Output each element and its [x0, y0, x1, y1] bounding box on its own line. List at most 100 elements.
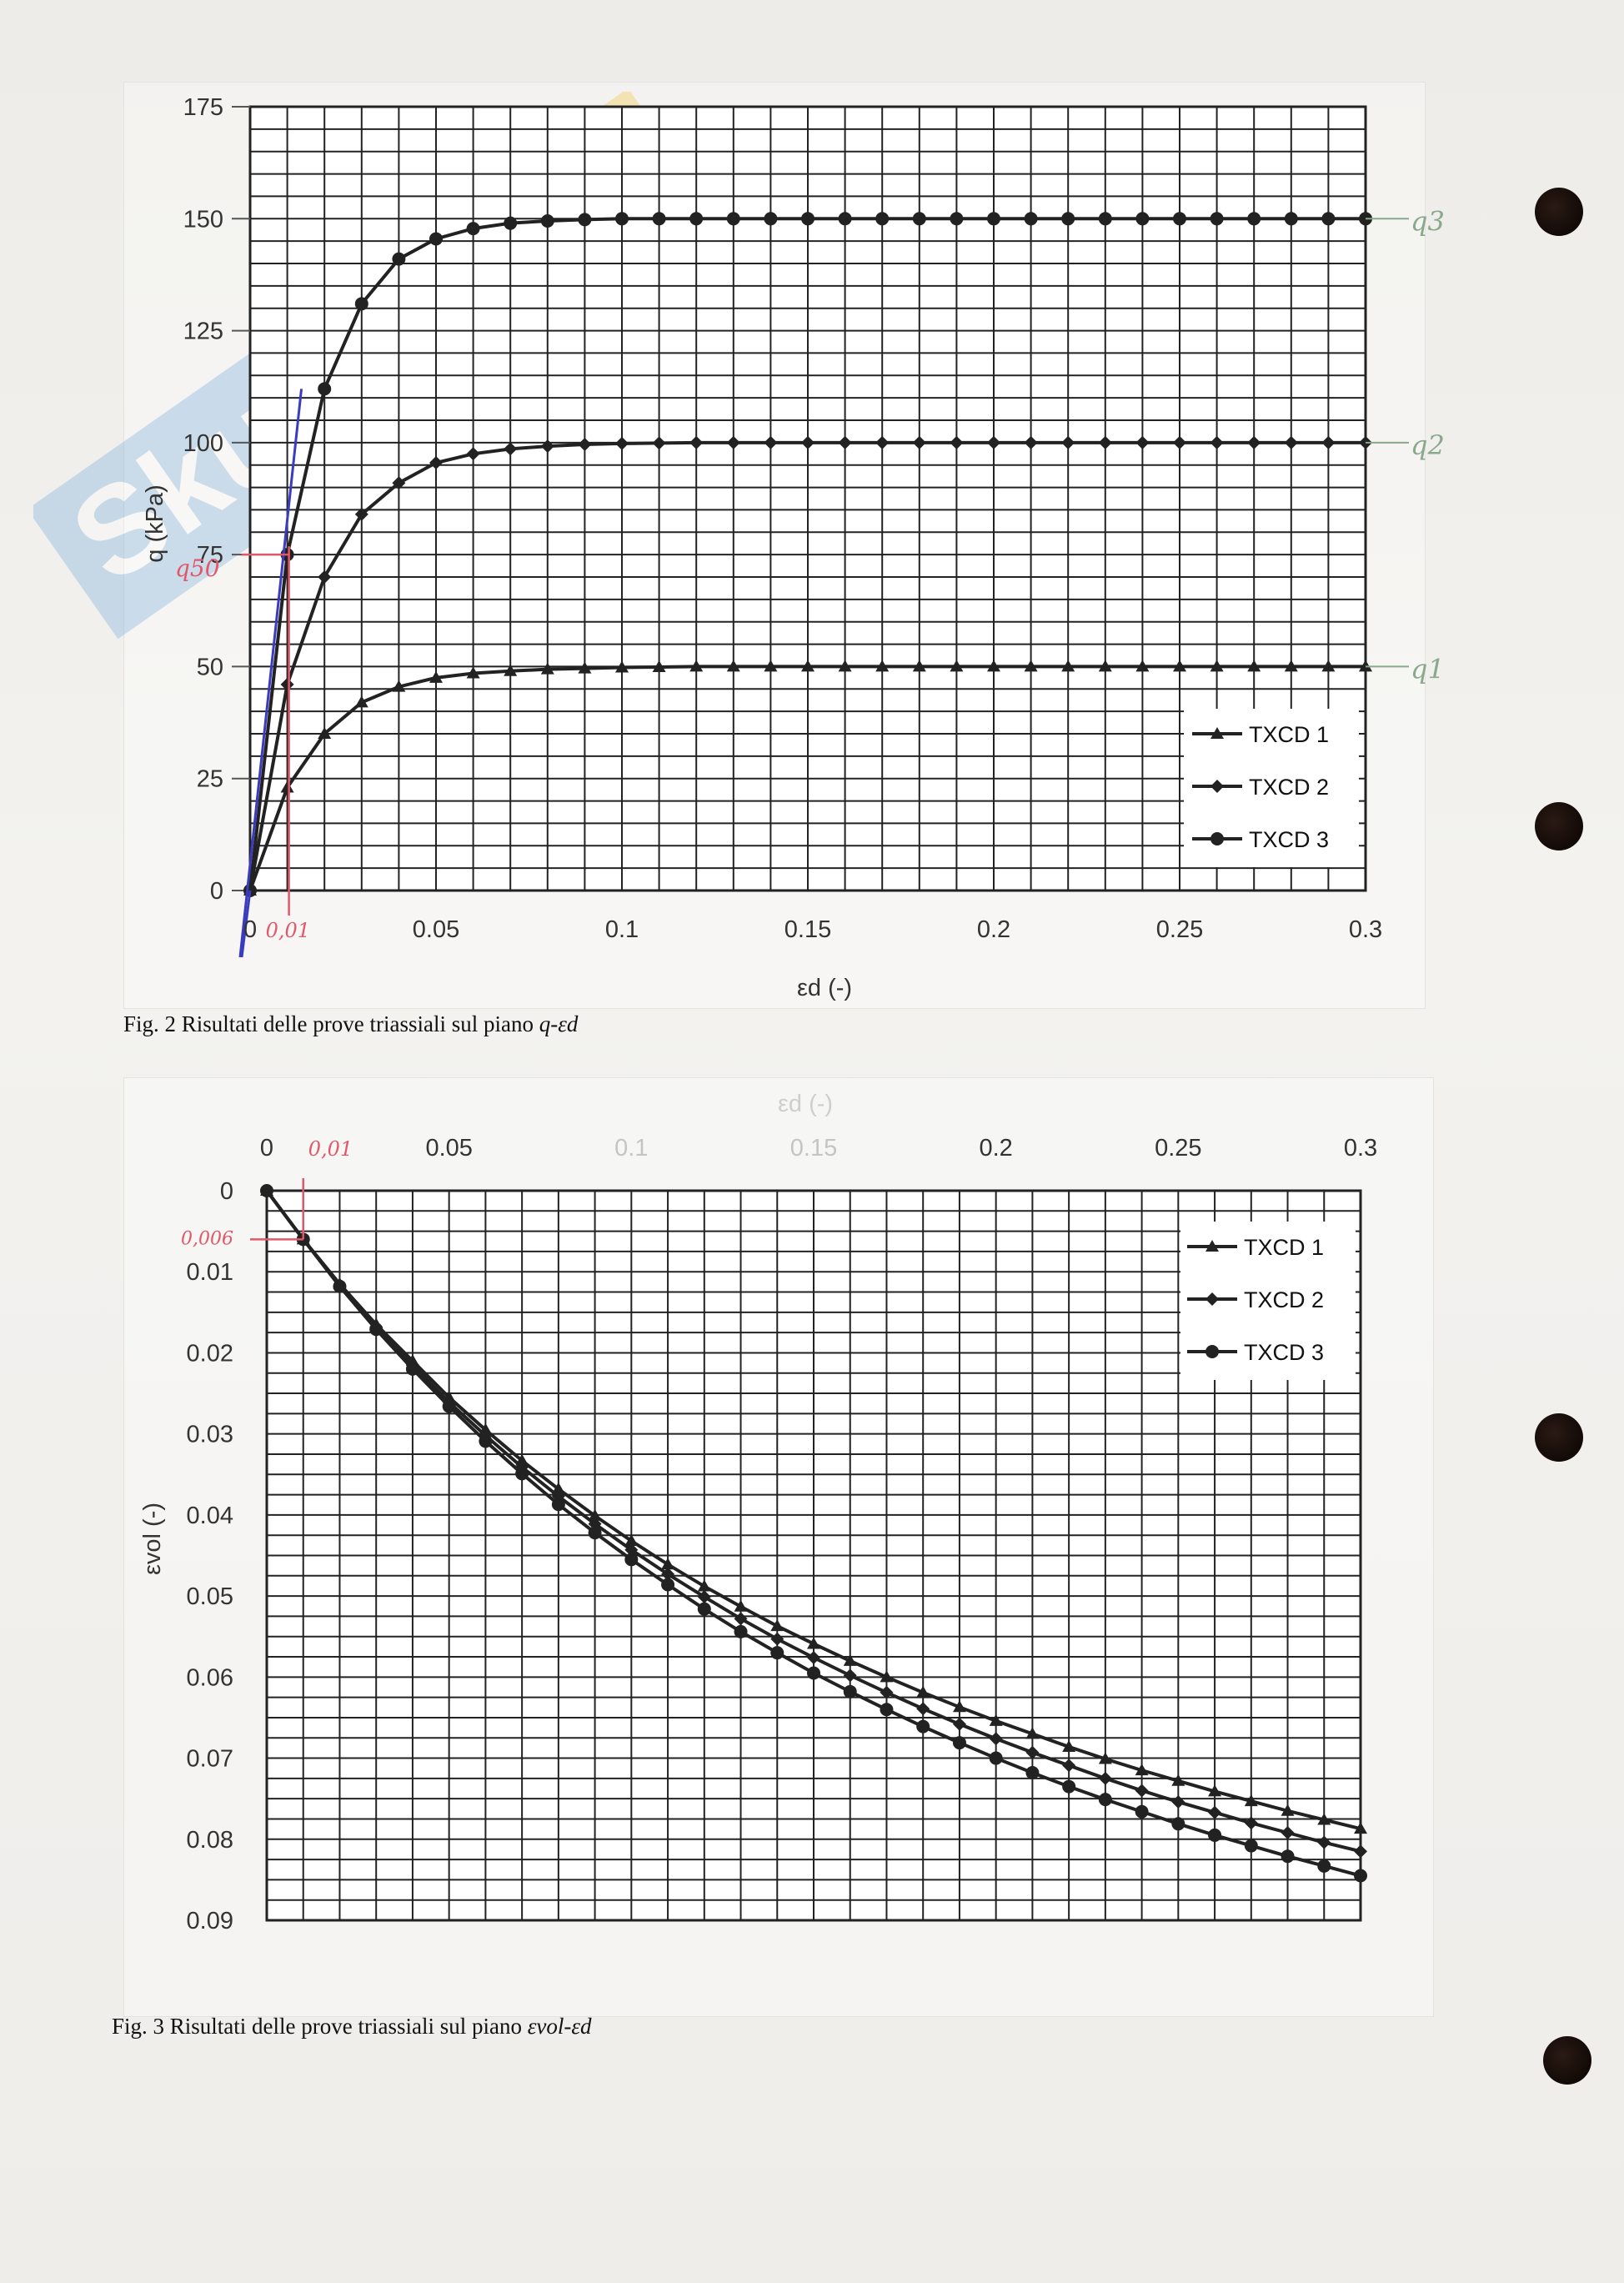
- tangent-extension: [240, 890, 252, 958]
- y-tick-label: 150: [183, 206, 223, 233]
- data-point: [1354, 1822, 1367, 1834]
- y-tick-label: 0.07: [187, 1746, 233, 1773]
- data-point: [1024, 212, 1038, 226]
- data-point: [540, 662, 554, 675]
- data-point: [1247, 660, 1261, 672]
- chart1-annotations: q50 0 0,01 q3 q2 q1: [175, 205, 1445, 958]
- caption-3-symbol: εvol-εd: [527, 2014, 592, 2039]
- data-point: [989, 1751, 1003, 1765]
- x-axis-title: εd (-): [778, 1091, 833, 1117]
- data-point: [1354, 1869, 1367, 1883]
- data-point: [1098, 212, 1112, 226]
- y-tick-label: 0.08: [187, 1827, 233, 1854]
- data-point: [697, 1602, 711, 1616]
- data-point: [770, 1632, 784, 1646]
- binder-hole: [1535, 1413, 1583, 1462]
- data-point: [734, 1612, 748, 1626]
- figure-2-caption: Fig. 2 Risultati delle prove triassiali …: [123, 1011, 578, 1037]
- data-point: [838, 435, 852, 449]
- caption-2-text: Fig. 2 Risultati delle prove triassiali …: [123, 1011, 539, 1036]
- legend-marker: [1210, 727, 1224, 739]
- data-point: [615, 660, 629, 673]
- data-point: [429, 456, 443, 470]
- x-tick-label: 0.25: [1156, 916, 1203, 943]
- data-point: [429, 670, 443, 683]
- data-point: [807, 1666, 820, 1680]
- data-point: [875, 212, 890, 226]
- data-point: [661, 1567, 675, 1581]
- legend-label: TXCD 1: [1244, 1235, 1324, 1260]
- data-point: [1244, 1794, 1258, 1807]
- data-point: [987, 212, 1000, 226]
- data-point: [318, 570, 332, 584]
- data-point: [1061, 212, 1075, 226]
- data-point: [950, 660, 964, 672]
- data-point: [689, 435, 704, 449]
- data-point: [318, 727, 332, 739]
- data-point: [1281, 1826, 1295, 1839]
- data-point: [624, 1553, 639, 1567]
- data-point: [392, 476, 406, 490]
- data-point: [989, 1714, 1003, 1726]
- chart2-series: [260, 1184, 1367, 1883]
- data-point: [1321, 660, 1336, 672]
- data-point: [333, 1279, 347, 1293]
- chart-q-vs-epsd: 0 25 50 75 100 125 150 175 0.05 0.1 0.15 0.2 0.25 0.3…: [142, 94, 1445, 1001]
- data-point: [578, 213, 592, 227]
- y-tick-label: 100: [183, 430, 223, 457]
- data-point: [354, 695, 368, 708]
- data-point: [726, 212, 740, 226]
- data-point: [1210, 435, 1224, 449]
- y-tick-label: 0.05: [187, 1583, 233, 1610]
- data-point: [770, 1619, 784, 1632]
- chart1-legend: TXCD 1 TXCD 2 TXCD 3: [1184, 709, 1359, 867]
- x-mark-handwritten: 0,01: [308, 1137, 353, 1161]
- data-point: [1210, 660, 1224, 672]
- data-point: [1208, 1828, 1222, 1842]
- data-point: [916, 1702, 930, 1716]
- data-point: [515, 1467, 529, 1481]
- x-tick-label: 0.1: [605, 916, 639, 943]
- data-point: [1173, 660, 1186, 672]
- data-point: [1098, 1752, 1112, 1764]
- data-point: [880, 1703, 894, 1717]
- data-point: [1354, 1844, 1367, 1859]
- data-point: [1247, 212, 1261, 226]
- x-tick-label: 0.2: [980, 1135, 1013, 1162]
- data-point: [354, 507, 368, 521]
- data-point: [1098, 1793, 1112, 1807]
- data-point: [838, 212, 852, 226]
- data-point: [466, 222, 480, 236]
- binder-hole: [1535, 802, 1583, 850]
- legend-label: TXCD 3: [1244, 1340, 1324, 1365]
- x-tick-label: 0.05: [413, 916, 459, 943]
- data-point: [405, 1362, 419, 1376]
- data-point: [764, 212, 778, 226]
- data-point: [1173, 435, 1186, 449]
- data-point: [875, 660, 890, 672]
- data-point: [1025, 1766, 1040, 1780]
- q1-handwritten: q1: [1411, 653, 1445, 685]
- data-point: [578, 661, 592, 674]
- data-point: [1317, 1813, 1331, 1825]
- data-point: [479, 1434, 493, 1448]
- x-zero-handwritten: 0: [243, 916, 257, 943]
- data-point: [1317, 1835, 1331, 1849]
- y-tick-label: 50: [197, 654, 223, 680]
- q50-handwritten: q50: [175, 554, 220, 582]
- data-point: [1244, 1839, 1258, 1853]
- data-point: [1025, 1727, 1040, 1739]
- data-point: [588, 1508, 602, 1521]
- y-axis-title: q (kPa): [142, 484, 168, 562]
- data-point: [504, 442, 518, 456]
- data-point: [1247, 435, 1261, 449]
- x-tick-label: 0.3: [1349, 916, 1382, 943]
- data-point: [1062, 1779, 1076, 1794]
- data-point: [1173, 212, 1186, 226]
- legend-marker: [1210, 780, 1224, 793]
- data-point: [624, 1534, 639, 1546]
- data-point: [987, 660, 1000, 672]
- data-point: [689, 212, 704, 226]
- data-point: [615, 436, 629, 450]
